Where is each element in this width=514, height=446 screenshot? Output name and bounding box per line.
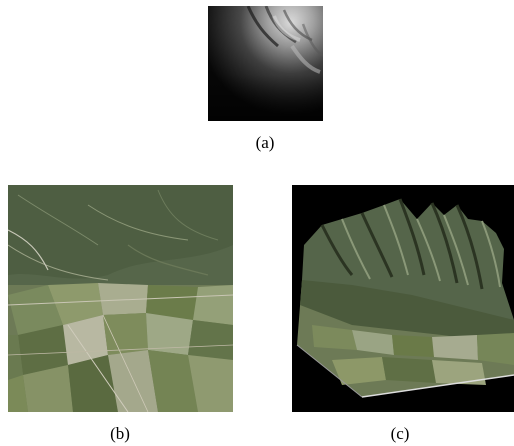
- terrain-3d-graphic: [292, 185, 514, 412]
- aerial-photo-image: [8, 185, 233, 412]
- aerial-photo-graphic: [8, 185, 233, 412]
- panel-b-caption: (b): [110, 424, 130, 443]
- panel-a-caption: (a): [255, 133, 275, 152]
- height-map-graphic: [208, 6, 323, 121]
- terrain-3d-image: [292, 185, 514, 412]
- panel-c-caption: (c): [390, 424, 410, 443]
- height-map-image: [208, 6, 323, 121]
